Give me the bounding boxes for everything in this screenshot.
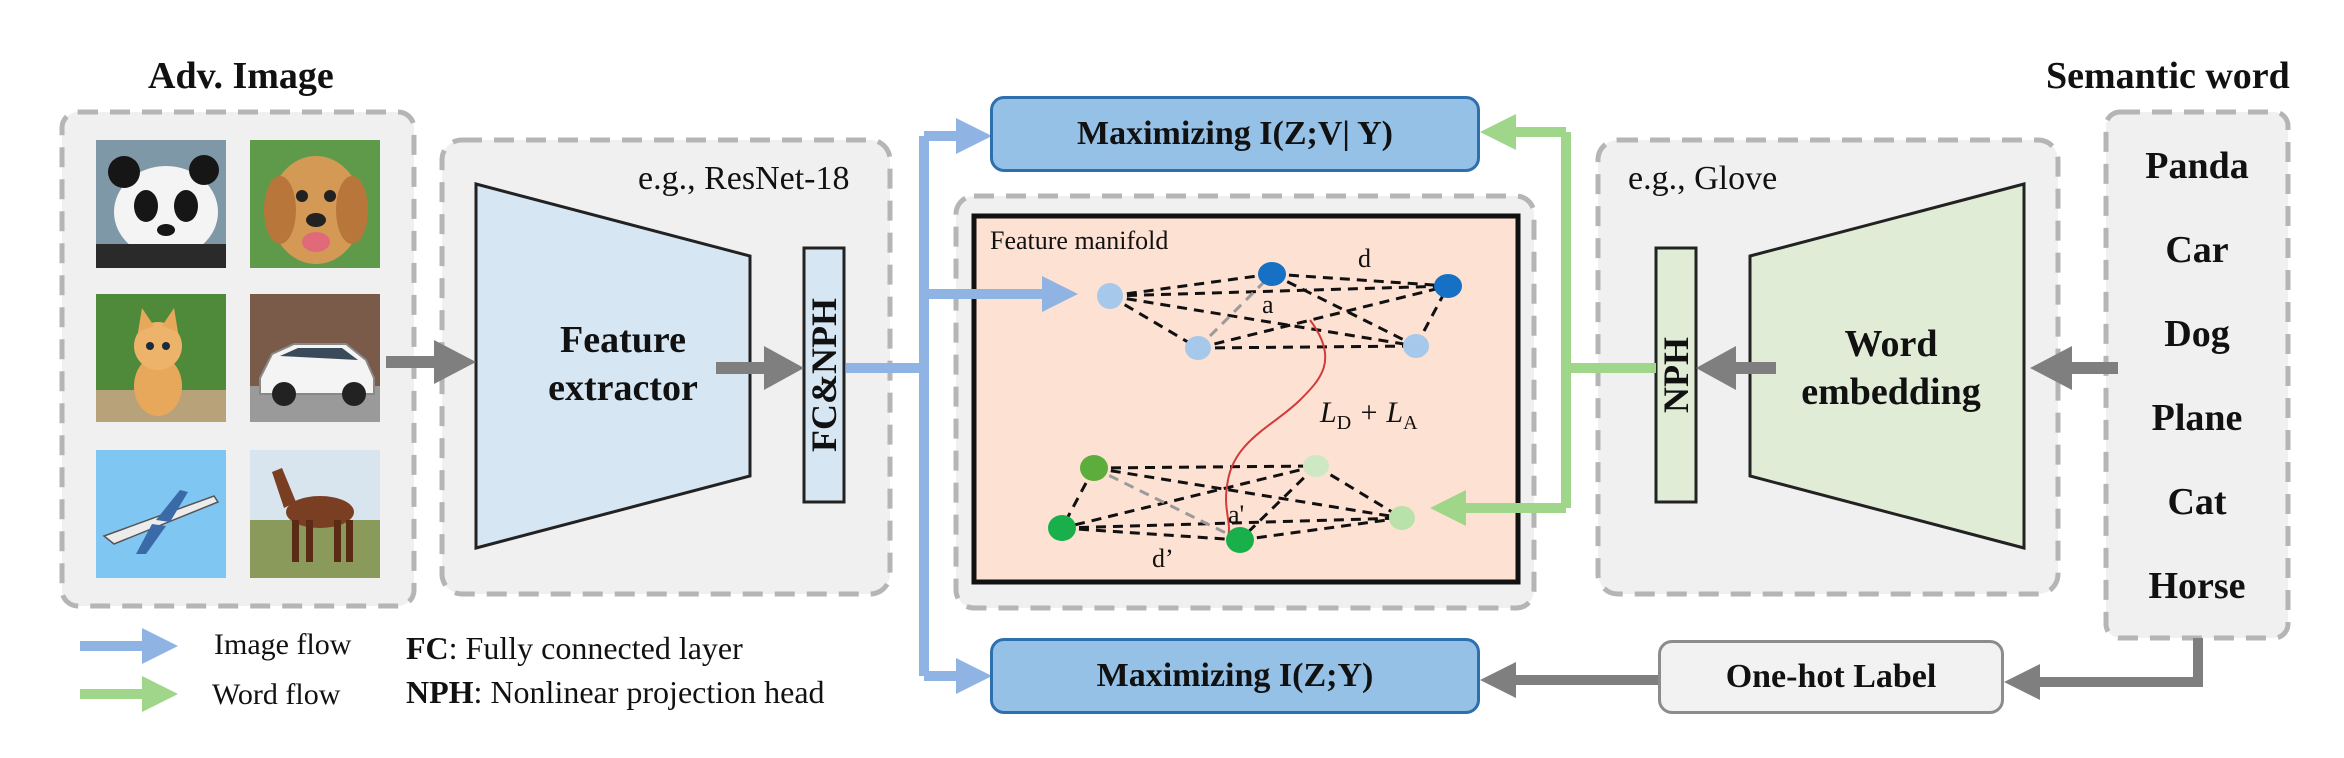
adv-image-title: Adv. Image [148, 55, 334, 97]
horse-image [250, 450, 380, 578]
objective-top-label: Maximizing I(Z;V| Y) [1077, 115, 1393, 152]
fc-nph-label: FC&NPH [804, 298, 844, 452]
one-hot-label: One-hot Label [1725, 658, 1937, 695]
fc-nph-box [802, 246, 846, 504]
legend-word-flow: Word flow [212, 678, 341, 711]
feature-extractor-label: Feature extractor [548, 319, 698, 409]
objective-top-box: Maximizing I(Z;V| Y) [990, 96, 1480, 172]
manifold-title: Feature manifold [990, 226, 1169, 255]
image-encoder-example: e.g., ResNet-18 [638, 160, 850, 197]
objective-bottom-label: Maximizing I(Z;Y) [1096, 657, 1374, 694]
edge-label-d: d [1358, 244, 1371, 273]
edge-label-a: a [1262, 290, 1274, 319]
manifold-nodes [1048, 262, 1462, 553]
word-item: Horse [2148, 565, 2246, 607]
legend-nph: NPH: Nonlinear projection head [406, 674, 825, 710]
nph-box [1654, 246, 1698, 504]
feature-extractor-shape [474, 182, 752, 550]
loss-curve [1225, 319, 1327, 539]
word-encoder-example: e.g., Glove [1628, 160, 1778, 197]
legend-image-flow: Image flow [214, 628, 352, 661]
objective-bottom-box: Maximizing I(Z;Y) [990, 638, 1480, 714]
edge-label-d-prime: d’ [1152, 544, 1174, 573]
nph-label: NPH [1656, 337, 1696, 413]
legend-fc: FC: Fully connected layer [406, 630, 743, 666]
panda-image [96, 140, 226, 268]
car-image [250, 294, 380, 422]
cat-image [96, 294, 226, 422]
semantic-word-title: Semantic word [2046, 55, 2290, 97]
semantic-word-container [2103, 109, 2291, 641]
word-embedding-shape [1748, 182, 2026, 550]
edge-label-a-prime: a' [1228, 500, 1245, 529]
loss-label: LD + LA [1320, 396, 1418, 434]
word-item: Car [2165, 229, 2229, 271]
word-item: Panda [2145, 145, 2249, 187]
one-hot-label-box: One-hot Label [1658, 640, 2004, 714]
word-embedding-label: Word embedding [1801, 323, 1981, 413]
word-item: Dog [2164, 313, 2230, 355]
plane-image [96, 450, 226, 578]
dog-image [250, 140, 380, 268]
word-item: Cat [2167, 481, 2227, 523]
word-item: Plane [2151, 397, 2243, 439]
